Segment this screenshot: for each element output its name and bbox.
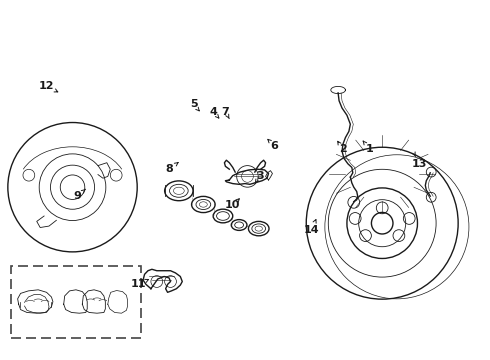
Text: 4: 4 [209,107,217,117]
Text: 12: 12 [39,81,54,91]
Text: 7: 7 [221,107,229,117]
Text: 6: 6 [270,141,278,151]
Text: 1: 1 [366,144,374,154]
Bar [11,266,141,338]
Text: 10: 10 [225,200,241,210]
Text: 2: 2 [339,144,347,154]
Text: 11: 11 [130,279,146,289]
Text: 8: 8 [165,164,173,174]
Text: 3: 3 [256,171,264,181]
Text: 14: 14 [303,225,319,235]
Text: 9: 9 [74,191,81,201]
Text: 5: 5 [190,99,197,109]
Text: 13: 13 [411,159,427,169]
